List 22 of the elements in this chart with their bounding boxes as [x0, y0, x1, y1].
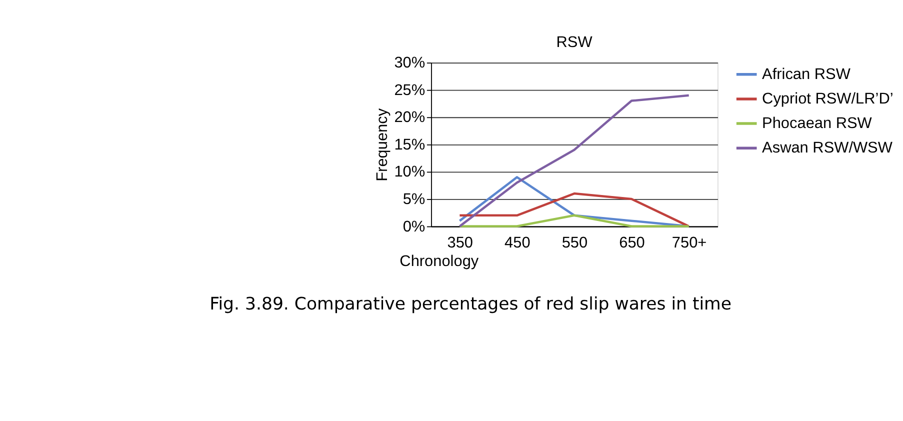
y-tick-label: 5%: [402, 191, 426, 208]
y-tick-label: 0%: [402, 218, 426, 236]
x-tick-label: 550: [562, 234, 588, 252]
y-tick-label: 15%: [394, 136, 426, 154]
line-series: [458, 192, 690, 228]
x-tick-label: 350: [447, 234, 474, 252]
x-tick-label: 750+: [672, 234, 707, 252]
x-tick-label: 450: [504, 234, 530, 252]
y-tick-label: 25%: [394, 82, 426, 99]
legend-label: Aswan RSW/WSW: [762, 140, 893, 157]
legend-label: Cypriot RSW/LR’D’: [762, 90, 894, 108]
y-tick-label: 10%: [394, 164, 426, 181]
y-tick-label: 20%: [394, 109, 426, 126]
legend-label: African RSW: [762, 66, 851, 83]
line-series: [458, 94, 690, 228]
x-tick-label: 650: [619, 234, 645, 252]
legend-label: Phocaean RSW: [762, 115, 872, 132]
y-axis-title: Frequency: [374, 108, 391, 182]
caption: Fig. 3.89. Comparative percentages of red slip wares in time: [210, 294, 732, 314]
chart-title: RSW: [556, 34, 593, 52]
x-axis-title: Chronology: [400, 252, 479, 270]
y-tick-label: 30%: [394, 54, 426, 72]
